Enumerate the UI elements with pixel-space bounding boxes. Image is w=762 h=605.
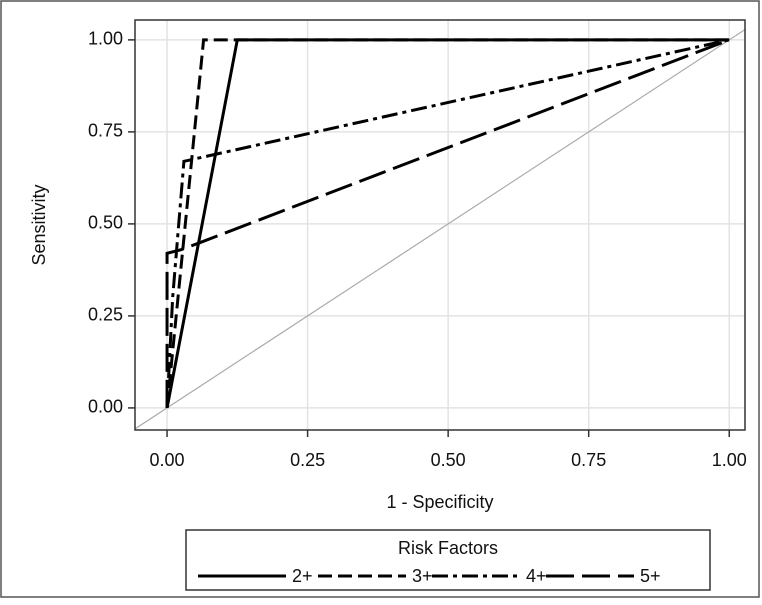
plot-frame bbox=[134, 19, 746, 431]
y-tick-label: 0.75 bbox=[88, 121, 123, 141]
y-tick-label: 0.25 bbox=[88, 305, 123, 325]
legend: 2+ 3+ 4+ 5+ bbox=[198, 566, 661, 586]
x-tick-label: 0.75 bbox=[571, 450, 606, 470]
x-tick-label: 0.50 bbox=[431, 450, 466, 470]
legend-label: 4+ bbox=[526, 566, 547, 586]
plot-area bbox=[135, 28, 745, 430]
x-tick-label: 1.00 bbox=[712, 450, 747, 470]
x-tick-label: 0.25 bbox=[290, 450, 325, 470]
legend-label: 5+ bbox=[640, 566, 661, 586]
y-tick-label: 0.00 bbox=[88, 397, 123, 417]
x-axis-label: 1 - Specificity bbox=[386, 492, 493, 512]
legend-box bbox=[185, 529, 711, 591]
legend-label: 3+ bbox=[412, 566, 433, 586]
reference-line bbox=[135, 28, 745, 430]
axes: 0.00 0.25 0.50 0.75 1.00 0.00 0.25 0.50 0.75 1.00 bbox=[88, 29, 747, 470]
legend-title: Risk Factors bbox=[398, 538, 498, 558]
roc-line bbox=[165, 38, 730, 409]
y-axis-label: Sensitivity bbox=[29, 184, 49, 265]
y-tick-label: 1.00 bbox=[88, 29, 123, 49]
x-tick-label: 0.00 bbox=[150, 450, 185, 470]
y-tick-label: 0.50 bbox=[88, 213, 123, 233]
roc-line bbox=[165, 38, 730, 408]
legend-label: 2+ bbox=[292, 566, 313, 586]
